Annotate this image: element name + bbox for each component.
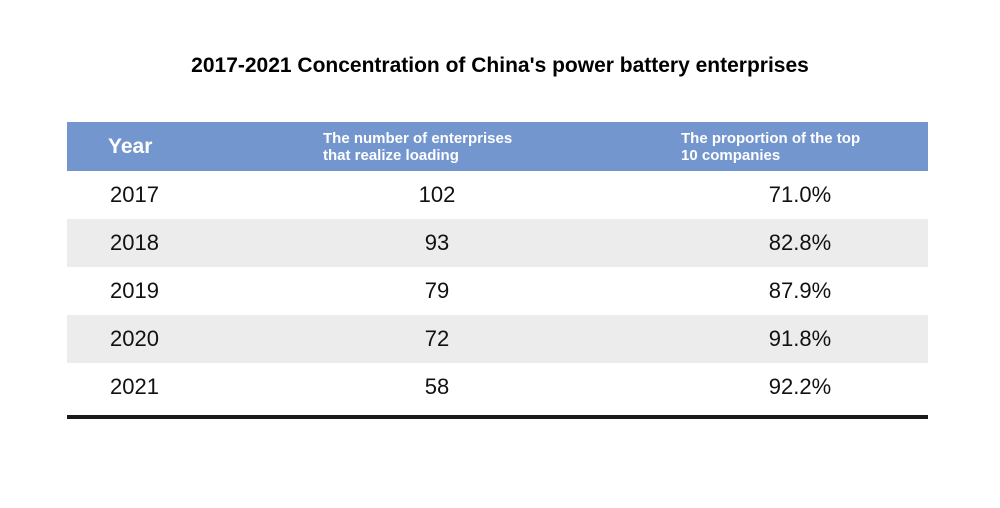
chart-title: 2017-2021 Concentration of China's power… bbox=[191, 54, 809, 77]
table-row: 2018 93 82.8% bbox=[67, 219, 928, 267]
table-header: Year The number of enterprises that real… bbox=[67, 122, 928, 171]
header-proportion: The proportion of the top 10 companies bbox=[681, 122, 921, 171]
proportion-cell: 91.8% bbox=[768, 326, 832, 351]
table-row: 2021 58 92.2% bbox=[67, 363, 928, 411]
year-cell: 2017 bbox=[110, 182, 159, 207]
header-proportion-line-2: 10 companies bbox=[681, 146, 781, 164]
proportion-cell: 82.8% bbox=[768, 230, 832, 255]
header-enterprises: The number of enterprises that realize l… bbox=[323, 122, 573, 171]
table-bottom-rule bbox=[67, 415, 928, 419]
year-cell: 2018 bbox=[110, 230, 159, 255]
year-cell: 2020 bbox=[110, 326, 159, 351]
enterprises-cell: 93 bbox=[424, 230, 450, 255]
proportion-cell: 87.9% bbox=[768, 278, 832, 303]
header-proportion-line-1: The proportion of the top bbox=[681, 129, 861, 147]
data-table: Year The number of enterprises that real… bbox=[67, 122, 928, 411]
proportion-cell: 92.2% bbox=[768, 374, 832, 399]
year-cell: 2021 bbox=[110, 374, 159, 399]
enterprises-cell: 72 bbox=[424, 326, 450, 351]
header-enterprises-line-1: The number of enterprises bbox=[323, 129, 513, 147]
enterprises-cell: 79 bbox=[424, 278, 450, 303]
enterprises-cell: 58 bbox=[424, 374, 450, 399]
table-row: 2020 72 91.8% bbox=[67, 315, 928, 363]
enterprises-cell: 102 bbox=[418, 182, 456, 207]
table-row: 2017 102 71.0% bbox=[67, 171, 928, 219]
proportion-cell: 71.0% bbox=[768, 182, 832, 207]
header-enterprises-line-2: that realize loading bbox=[323, 146, 459, 164]
table-row: 2019 79 87.9% bbox=[67, 267, 928, 315]
header-year: Year bbox=[108, 134, 153, 158]
year-cell: 2019 bbox=[110, 278, 159, 303]
